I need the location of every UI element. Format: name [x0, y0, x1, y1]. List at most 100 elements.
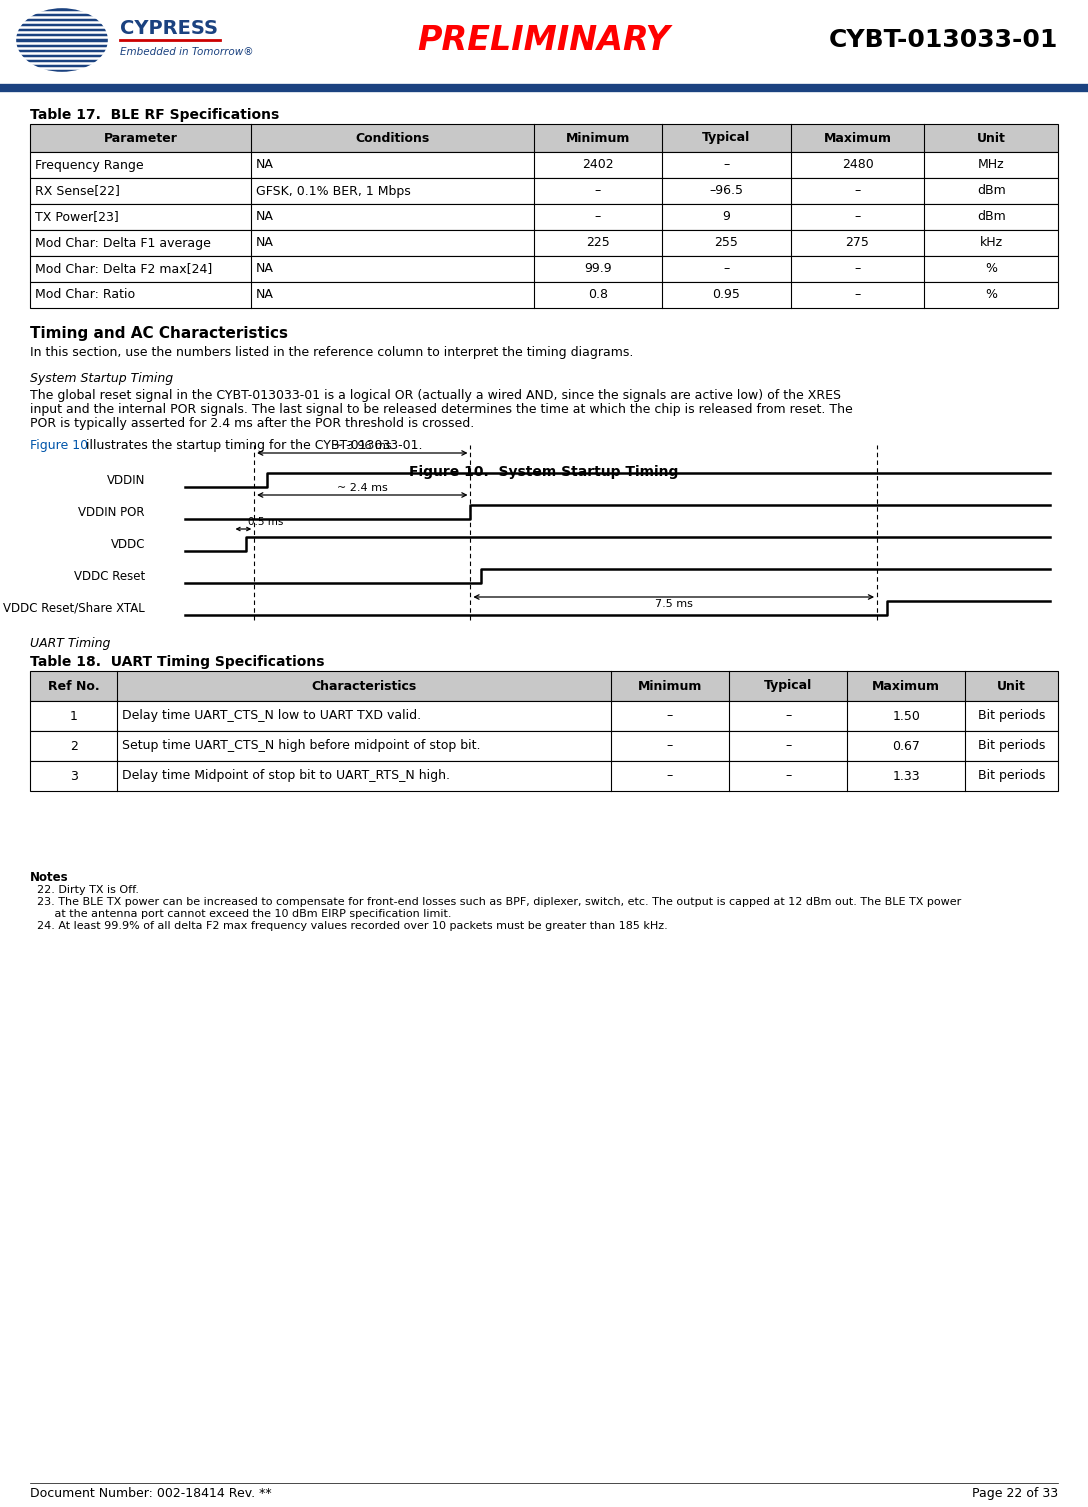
Text: 9: 9 — [722, 211, 730, 223]
Text: –: – — [786, 710, 791, 722]
Text: TX Power[23]: TX Power[23] — [35, 211, 119, 223]
Text: ~ 2.4 ms: ~ 2.4 ms — [337, 484, 387, 493]
Text: –: – — [786, 740, 791, 752]
Text: Ref No.: Ref No. — [48, 680, 99, 693]
Text: dBm: dBm — [977, 184, 1005, 197]
Text: Characteristics: Characteristics — [311, 680, 417, 693]
Text: The global reset signal in the CYBT-013033-01 is a logical OR (actually a wired : The global reset signal in the CYBT-0130… — [30, 389, 841, 402]
Bar — [30, 671, 1058, 701]
Bar — [30, 203, 1058, 231]
Bar — [30, 152, 1058, 178]
Text: Unit: Unit — [998, 680, 1026, 693]
Bar — [30, 701, 1058, 731]
Text: %: % — [985, 262, 998, 276]
Bar — [30, 761, 1058, 791]
Text: illustrates the startup timing for the CYBT-013033-01.: illustrates the startup timing for the C… — [82, 439, 422, 452]
Text: –: – — [786, 770, 791, 782]
Text: 275: 275 — [845, 237, 869, 250]
Text: 22. Dirty TX is Off.: 22. Dirty TX is Off. — [30, 885, 139, 895]
Text: ~ 3.96 ms: ~ 3.96 ms — [334, 442, 392, 451]
Text: Document Number: 002-18414 Rev. **: Document Number: 002-18414 Rev. ** — [30, 1487, 272, 1499]
Text: 0.95: 0.95 — [713, 288, 741, 301]
Ellipse shape — [12, 5, 112, 75]
Text: Typical: Typical — [764, 680, 813, 693]
Text: Bit periods: Bit periods — [978, 710, 1046, 722]
Text: UART Timing: UART Timing — [30, 637, 110, 650]
Text: 99.9: 99.9 — [584, 262, 611, 276]
Bar — [30, 124, 1058, 152]
Text: Mod Char: Delta F1 average: Mod Char: Delta F1 average — [35, 237, 211, 250]
Text: –: – — [724, 158, 730, 172]
Text: 225: 225 — [586, 237, 610, 250]
Text: Typical: Typical — [703, 131, 751, 145]
Text: Table 17.  BLE RF Specifications: Table 17. BLE RF Specifications — [30, 109, 280, 122]
Text: NA: NA — [256, 211, 274, 223]
Text: –: – — [724, 262, 730, 276]
Text: VDDIN POR: VDDIN POR — [78, 505, 145, 518]
Text: 2480: 2480 — [842, 158, 874, 172]
Text: Bit periods: Bit periods — [978, 770, 1046, 782]
Text: 2402: 2402 — [582, 158, 614, 172]
Text: –96.5: –96.5 — [709, 184, 743, 197]
Text: Parameter: Parameter — [103, 131, 177, 145]
Bar — [30, 256, 1058, 282]
Text: Notes: Notes — [30, 871, 69, 885]
Text: Figure 10.  System Startup Timing: Figure 10. System Startup Timing — [409, 466, 679, 479]
Text: %: % — [985, 288, 998, 301]
Text: 0.5 ms: 0.5 ms — [248, 517, 284, 527]
Text: Bit periods: Bit periods — [978, 740, 1046, 752]
Text: 1.33: 1.33 — [892, 770, 920, 782]
Text: at the antenna port cannot exceed the 10 dBm EIRP specification limit.: at the antenna port cannot exceed the 10… — [30, 909, 452, 919]
Text: Setup time UART_CTS_N high before midpoint of stop bit.: Setup time UART_CTS_N high before midpoi… — [122, 740, 481, 752]
Text: 24. At least 99.9% of all delta F2 max frequency values recorded over 10 packets: 24. At least 99.9% of all delta F2 max f… — [30, 921, 668, 931]
Text: Mod Char: Ratio: Mod Char: Ratio — [35, 288, 135, 301]
Text: CYPRESS: CYPRESS — [120, 18, 218, 38]
Text: dBm: dBm — [977, 211, 1005, 223]
Text: input and the internal POR signals. The last signal to be released determines th: input and the internal POR signals. The … — [30, 402, 853, 416]
Text: Unit: Unit — [977, 131, 1005, 145]
Text: VDDC Reset/Share XTAL: VDDC Reset/Share XTAL — [3, 601, 145, 615]
Text: PRELIMINARY: PRELIMINARY — [418, 24, 670, 56]
Text: kHz: kHz — [979, 237, 1003, 250]
Text: Page 22 of 33: Page 22 of 33 — [972, 1487, 1058, 1499]
Text: Mod Char: Delta F2 max[24]: Mod Char: Delta F2 max[24] — [35, 262, 212, 276]
Text: Conditions: Conditions — [356, 131, 430, 145]
Text: System Startup Timing: System Startup Timing — [30, 372, 173, 384]
Bar — [30, 731, 1058, 761]
Text: RX Sense[22]: RX Sense[22] — [35, 184, 120, 197]
Text: POR is typically asserted for 2.4 ms after the POR threshold is crossed.: POR is typically asserted for 2.4 ms aft… — [30, 417, 474, 429]
Text: Delay time UART_CTS_N low to UART TXD valid.: Delay time UART_CTS_N low to UART TXD va… — [122, 710, 421, 722]
Text: –: – — [595, 211, 601, 223]
Text: In this section, use the numbers listed in the reference column to interpret the: In this section, use the numbers listed … — [30, 347, 633, 359]
Text: NA: NA — [256, 262, 274, 276]
Bar — [30, 671, 1058, 701]
Text: Timing and AC Characteristics: Timing and AC Characteristics — [30, 326, 288, 341]
Text: VDDC: VDDC — [111, 538, 145, 550]
Text: 3: 3 — [70, 770, 77, 782]
Text: 0.67: 0.67 — [892, 740, 920, 752]
Bar — [30, 282, 1058, 307]
Text: –: – — [667, 740, 673, 752]
Text: 7.5 ms: 7.5 ms — [655, 598, 693, 609]
Text: NA: NA — [256, 158, 274, 172]
Text: 23. The BLE TX power can be increased to compensate for front-end losses such as: 23. The BLE TX power can be increased to… — [30, 897, 962, 907]
Text: CYBT-013033-01: CYBT-013033-01 — [829, 29, 1058, 53]
Text: VDDIN: VDDIN — [107, 473, 145, 487]
Text: –: – — [854, 288, 861, 301]
Text: Minimum: Minimum — [566, 131, 630, 145]
Text: 0.8: 0.8 — [588, 288, 608, 301]
Text: Table 18.  UART Timing Specifications: Table 18. UART Timing Specifications — [30, 656, 324, 669]
Text: –: – — [854, 262, 861, 276]
Text: Frequency Range: Frequency Range — [35, 158, 144, 172]
Text: –: – — [667, 770, 673, 782]
Bar — [30, 178, 1058, 203]
Text: Maximum: Maximum — [873, 680, 940, 693]
Text: –: – — [854, 211, 861, 223]
Text: Figure 10: Figure 10 — [30, 439, 88, 452]
Text: NA: NA — [256, 288, 274, 301]
Bar — [30, 124, 1058, 152]
Text: 1.50: 1.50 — [892, 710, 920, 722]
Text: GFSK, 0.1% BER, 1 Mbps: GFSK, 0.1% BER, 1 Mbps — [256, 184, 411, 197]
Text: 1: 1 — [70, 710, 77, 722]
Text: Minimum: Minimum — [638, 680, 702, 693]
